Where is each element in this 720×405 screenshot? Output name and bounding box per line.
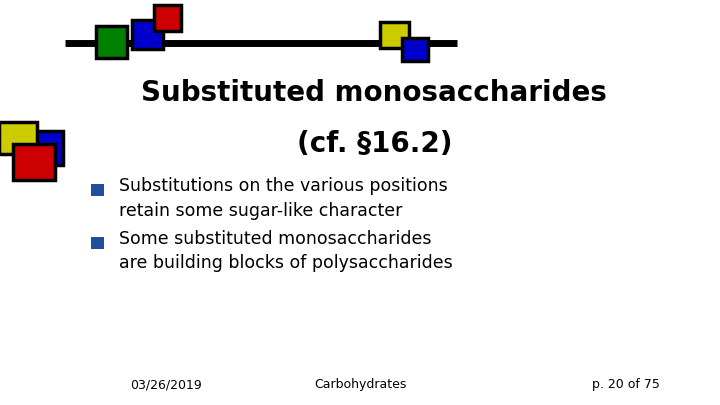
- Text: Substitutions on the various positions: Substitutions on the various positions: [119, 177, 448, 195]
- Text: (cf. §16.2): (cf. §16.2): [297, 130, 452, 158]
- Bar: [0, 122, 37, 154]
- Bar: [91, 184, 104, 196]
- Text: are building blocks of polysaccharides: are building blocks of polysaccharides: [119, 254, 453, 272]
- Text: 03/26/2019: 03/26/2019: [130, 378, 202, 391]
- Text: retain some sugar-like character: retain some sugar-like character: [119, 202, 402, 220]
- Text: Some substituted monosaccharides: Some substituted monosaccharides: [119, 230, 431, 248]
- Bar: [91, 237, 104, 249]
- Bar: [154, 5, 181, 32]
- Text: Carbohydrates: Carbohydrates: [314, 378, 406, 391]
- Text: p. 20 of 75: p. 20 of 75: [593, 378, 660, 391]
- Bar: [96, 26, 127, 58]
- Bar: [13, 144, 55, 180]
- Bar: [402, 38, 428, 61]
- Bar: [132, 20, 163, 49]
- Bar: [380, 22, 409, 48]
- Bar: [23, 130, 63, 165]
- Text: Substituted monosaccharides: Substituted monosaccharides: [141, 79, 608, 107]
